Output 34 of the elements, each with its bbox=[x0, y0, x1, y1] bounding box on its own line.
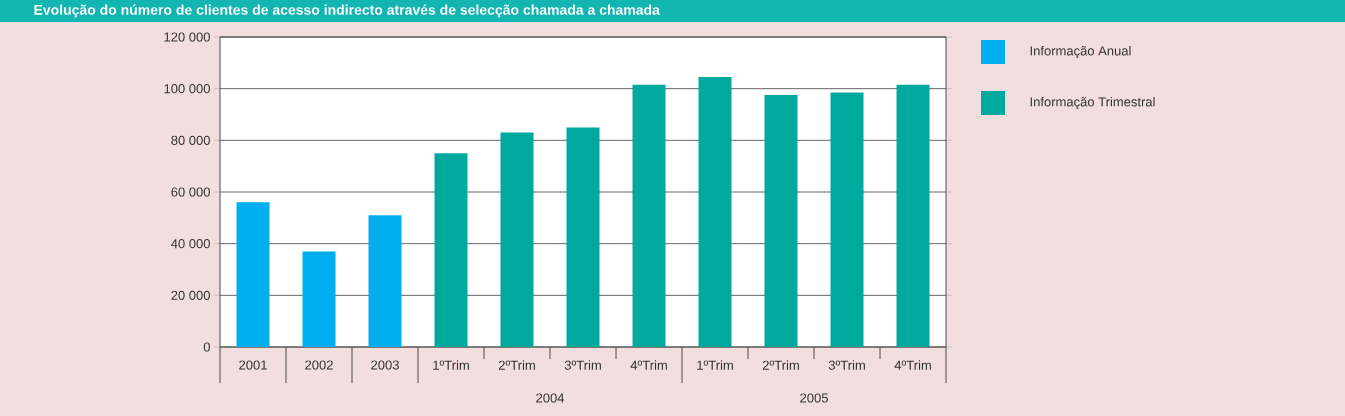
bar bbox=[368, 215, 402, 347]
y-tick-label: 0 bbox=[203, 342, 210, 352]
legend-label: Informação Anual bbox=[1030, 45, 1131, 59]
bar bbox=[632, 84, 666, 347]
chart-title: Evolução do número de clientes de acesso indirecto através de selecção chamada a chamada bbox=[34, 4, 660, 18]
x-tick-label: 3ºTrim bbox=[564, 360, 601, 370]
x-tick-label: 2003 bbox=[371, 360, 399, 370]
x-tick-label: 4ºTrim bbox=[630, 360, 667, 370]
bar bbox=[896, 84, 930, 347]
x-tick-label: 3ºTrim bbox=[828, 360, 865, 370]
x-tick-label: 2ºTrim bbox=[498, 360, 535, 370]
bar bbox=[236, 202, 270, 347]
text: 2005 bbox=[800, 393, 828, 403]
x-tick-label: 2ºTrim bbox=[762, 360, 799, 370]
x-tick-label: 2001 bbox=[239, 360, 267, 370]
x-tick-label: 1ºTrim bbox=[697, 360, 733, 370]
bar bbox=[830, 92, 864, 347]
text: 2004 bbox=[536, 393, 565, 403]
bar bbox=[764, 95, 798, 347]
x-tick-label: 2002 bbox=[305, 360, 333, 370]
bar bbox=[302, 251, 336, 347]
y-tick-label: 20 000 bbox=[171, 290, 210, 300]
bar bbox=[434, 153, 468, 347]
y-tick-label: 80 000 bbox=[171, 135, 210, 145]
x-tick-label: 4ºTrim bbox=[894, 360, 931, 370]
bar bbox=[566, 127, 600, 347]
bar bbox=[698, 77, 732, 347]
y-tick-label: 60 000 bbox=[171, 187, 210, 197]
y-tick-label: 120 000 bbox=[164, 32, 210, 42]
y-tick-label: 40 000 bbox=[171, 239, 210, 249]
legend-label: Informação Trimestral bbox=[1030, 96, 1155, 110]
bar bbox=[500, 132, 534, 347]
x-tick-label: 1ºTrim bbox=[433, 360, 469, 370]
y-tick-label: 100 000 bbox=[164, 84, 210, 94]
